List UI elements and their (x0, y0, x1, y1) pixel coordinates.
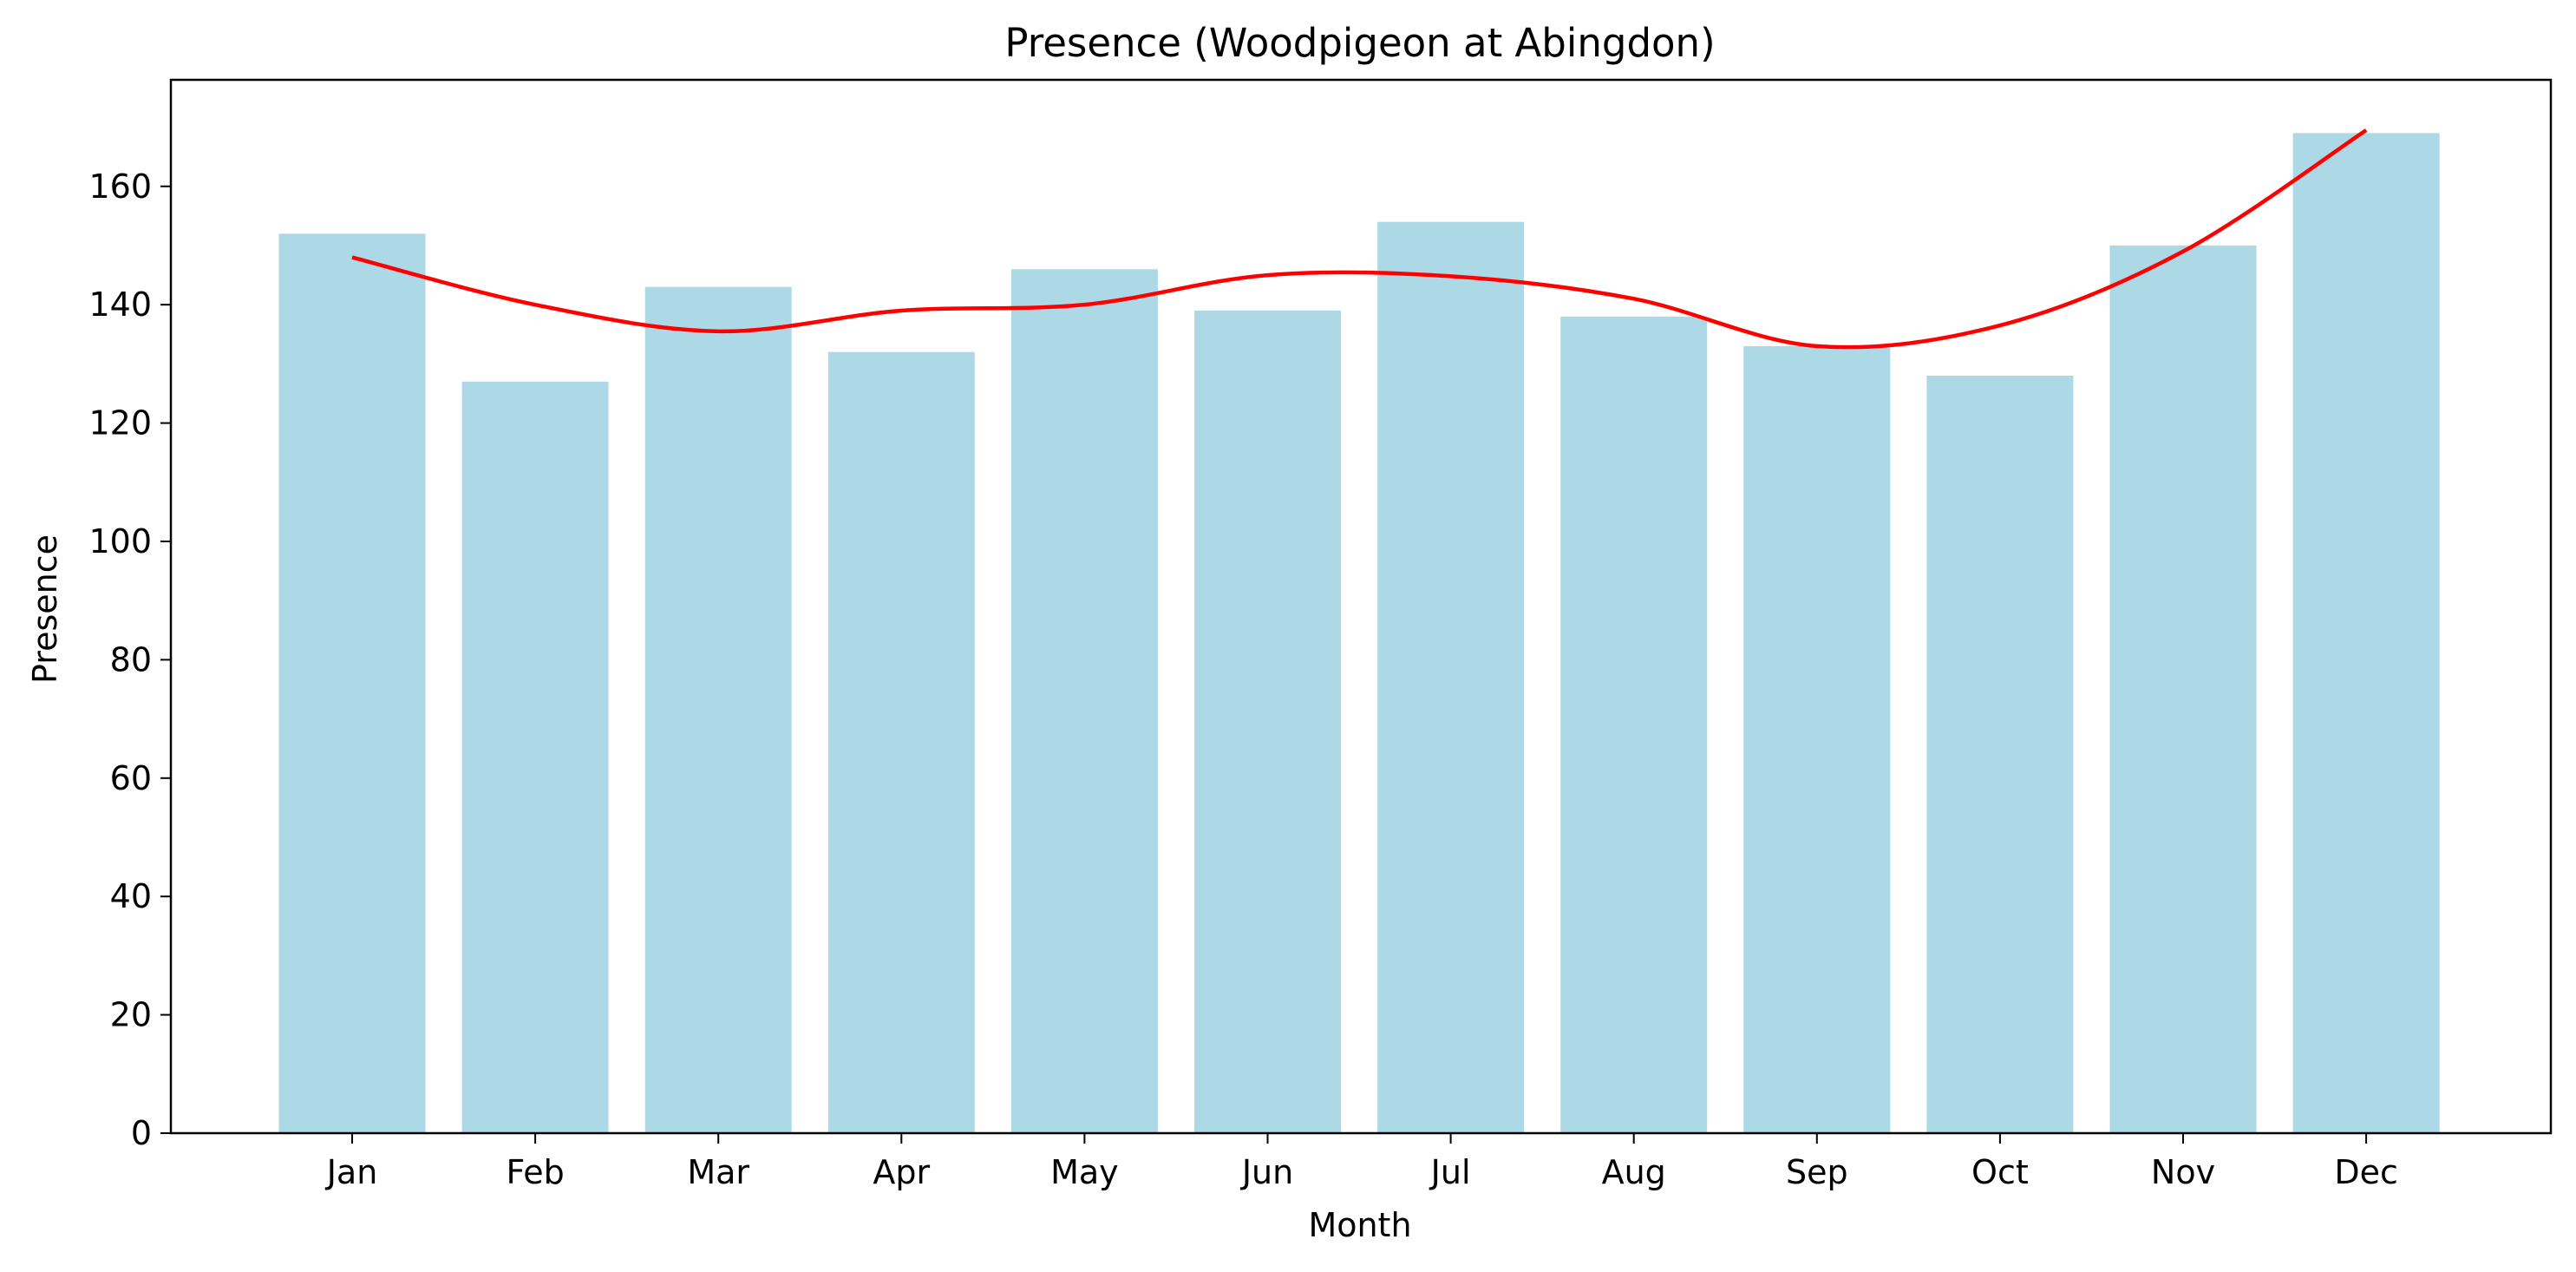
x-tick-label: May (1050, 1153, 1119, 1191)
x-tick-label: Feb (506, 1153, 564, 1191)
bar-apr (827, 351, 975, 1134)
bar-aug (1560, 316, 1708, 1133)
x-tick-label: Oct (1971, 1153, 2029, 1191)
bar-sep (1743, 345, 1891, 1133)
chart-title: Presence (Woodpigeon at Abingdon) (1004, 20, 1715, 66)
x-tick-label: Aug (1602, 1153, 1666, 1191)
x-axis: Jan Feb Mar Apr May Jun Jul Aug Sep Oct Nov Dec (325, 1133, 2398, 1191)
y-tick-label: 0 (131, 1114, 152, 1152)
y-tick-label: 20 (110, 996, 152, 1034)
bar-jul (1377, 221, 1525, 1134)
x-tick-label: Jun (1240, 1153, 1293, 1191)
x-tick-label: Nov (2151, 1153, 2215, 1191)
x-tick-label: Apr (873, 1153, 930, 1191)
bar-jun (1194, 310, 1341, 1133)
bar-feb (461, 381, 609, 1134)
y-axis: 0 20 40 60 80 100 120 140 160 (88, 167, 171, 1152)
bar-mar (644, 286, 792, 1134)
bars-layer (278, 133, 2440, 1134)
x-tick-label: Jan (325, 1153, 378, 1191)
y-tick-label: 160 (88, 167, 152, 206)
y-axis-label: Presence (26, 534, 64, 684)
bar-dec (2292, 133, 2440, 1133)
bar-oct (1926, 376, 2074, 1133)
bar-jan (278, 233, 426, 1134)
y-tick-label: 140 (88, 285, 152, 324)
x-tick-label: Mar (687, 1153, 749, 1191)
x-tick-label: Sep (1786, 1153, 1848, 1191)
bar-may (1010, 269, 1158, 1133)
y-tick-label: 120 (88, 404, 152, 443)
x-tick-label: Jul (1429, 1153, 1471, 1191)
trend-line (351, 128, 2368, 350)
x-axis-label: Month (1308, 1206, 1411, 1244)
plot-frame (169, 78, 2553, 1135)
x-tick-label: Dec (2334, 1153, 2398, 1191)
bar-nov (2109, 245, 2257, 1134)
y-tick-label: 80 (110, 640, 152, 679)
y-tick-label: 60 (110, 759, 152, 797)
y-tick-label: 40 (110, 877, 152, 915)
y-tick-label: 100 (88, 522, 152, 561)
